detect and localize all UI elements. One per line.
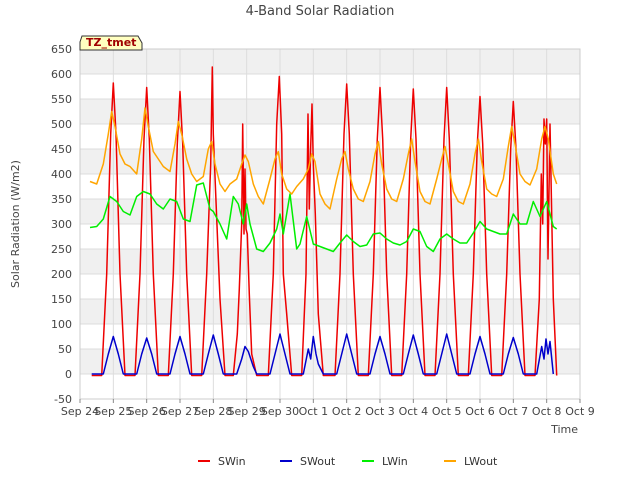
grid-band [80,99,580,124]
x-tick-label: Oct 3 [365,405,395,418]
x-tick-label: Sep 29 [228,405,266,418]
grid-band [80,249,580,274]
grid-band [80,199,580,224]
y-tick-label: 400 [51,168,72,181]
y-tick-label: 150 [51,293,72,306]
legend-label-lwin: LWin [382,455,408,468]
y-tick-label: 300 [51,218,72,231]
x-tick-label: Oct 7 [499,405,529,418]
grid-band [80,349,580,374]
y-tick-label: 350 [51,193,72,206]
plot-frame [79,48,581,400]
series-line-swin [91,66,558,377]
legend: SWin SWout LWin LWout [198,455,498,468]
x-tick-label: Sep 28 [194,405,232,418]
legend-label-swin: SWin [218,455,246,468]
x-tick-label: Oct 6 [465,405,495,418]
site-label: TZ_tmet [86,36,136,49]
grid-band [80,149,580,174]
y-tick-label: 0 [65,368,72,381]
legend-label-swout: SWout [300,455,336,468]
chart-title: 4-Band Solar Radiation [246,4,395,19]
series-line-swout [91,333,555,375]
y-tick-label: 500 [51,118,72,131]
y-tick-label: 50 [58,343,72,356]
plot-area [79,48,581,400]
x-axis-label: Time [550,423,578,436]
y-axis-label: Solar Radiation (W/m2) [9,160,22,288]
x-tick-label: Oct 8 [532,405,562,418]
x-tick-label: Oct 9 [565,405,595,418]
y-tick-label: 650 [51,43,72,56]
x-tick-label: Sep 30 [261,405,299,418]
x-tick-label: Sep 24 [61,405,99,418]
x-tick-label: Oct 2 [332,405,362,418]
x-tick-label: Sep 27 [161,405,199,418]
series-lines [89,66,558,377]
x-tick-label: Oct 1 [299,405,329,418]
x-tick-label: Oct 4 [399,405,429,418]
x-tick-label: Oct 5 [432,405,462,418]
y-tick-label: 450 [51,143,72,156]
series-line-lwin [89,182,558,253]
y-axis-ticks: -50 0 50 100 150 200 250 300 350 400 450 500 550 600 6… [51,43,72,406]
x-tick-label: Sep 25 [94,405,132,418]
y-tick-label: 250 [51,243,72,256]
y-tick-label: -50 [54,393,72,406]
y-tick-label: 550 [51,93,72,106]
site-label-box: TZ_tmet [79,35,143,51]
x-tick-label: Sep 26 [128,405,166,418]
grid-band [80,49,580,74]
grid-band [80,299,580,324]
y-tick-label: 100 [51,318,72,331]
y-tick-label: 200 [51,268,72,281]
y-tick-label: 600 [51,68,72,81]
series-line-lwout [89,107,558,210]
legend-label-lwout: LWout [464,455,498,468]
